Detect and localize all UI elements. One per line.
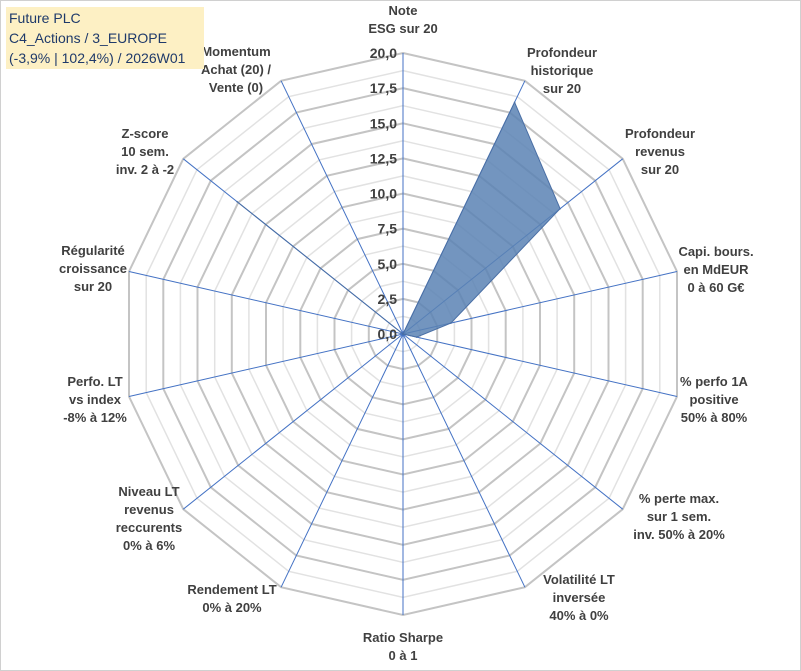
- axis-label-line: sur 20: [74, 279, 112, 294]
- axis-label-line: % perfo 1A: [680, 374, 749, 389]
- tick-label: 15,0: [370, 115, 397, 131]
- axis-label-line: 0% à 20%: [202, 600, 262, 615]
- title-line-3: (-3,9% | 102,4%) / 2026W01: [9, 50, 186, 66]
- title-line-1: Future PLC: [9, 10, 81, 26]
- axis-label-line: revenus: [124, 502, 174, 517]
- axis-label-line: inv. 50% à 20%: [633, 527, 725, 542]
- axis-label-line: Rendement LT: [187, 582, 276, 597]
- axis-label-line: Profondeur: [527, 45, 597, 60]
- axis-label-line: Note: [389, 3, 418, 18]
- axis-label-line: inversée: [553, 590, 606, 605]
- axis-label-line: sur 20: [543, 81, 581, 96]
- axis-label-line: 40% à 0%: [549, 608, 609, 623]
- axis-label-line: positive: [689, 392, 738, 407]
- axis-label-line: croissance: [59, 261, 127, 276]
- tick-label: 5,0: [378, 256, 398, 272]
- data-point-4: [450, 322, 452, 324]
- axis-label-10: Niveau LT revenus reccurents 0% à 6%: [116, 484, 182, 553]
- axis-label-2: Profondeur historique sur 20: [527, 45, 597, 96]
- axis-label-line: reccurents: [116, 520, 182, 535]
- axis-label-line: 0 à 1: [389, 648, 418, 663]
- axis-label-line: Ratio Sharpe: [363, 630, 443, 645]
- axis-spoke: [128, 271, 404, 335]
- tick-label: 10,0: [370, 186, 397, 202]
- title-line-2: C4_Actions / 3_EUROPE: [9, 30, 167, 46]
- axis-label-line: inv. 2 à -2: [116, 162, 174, 177]
- axis-label-line: historique: [531, 63, 594, 78]
- axis-spoke: [402, 333, 526, 588]
- axis-label-line: en MdEUR: [684, 262, 750, 277]
- tick-label: 12,5: [370, 150, 397, 166]
- axis-spoke: [128, 333, 404, 397]
- data-point-13: [236, 200, 238, 203]
- axis-label-8: Ratio Sharpe 0 à 1: [363, 630, 443, 663]
- axis-spoke: [402, 333, 624, 510]
- axis-label-line: Régularité: [61, 243, 125, 258]
- series-area: [236, 101, 561, 338]
- axis-label-4: Capi. bours. en MdEUR 0 à 60 G€: [678, 244, 753, 295]
- axis-label-line: Momentum: [201, 44, 270, 59]
- axis-label-line: -8% à 12%: [63, 410, 127, 425]
- axis-label-line: sur 20: [641, 162, 679, 177]
- chart-title-box: Future PLC C4_Actions / 3_EUROPE (-3,9% …: [6, 7, 204, 69]
- axis-label-line: 0 à 60 G€: [687, 280, 744, 295]
- axis-label-line: Vente (0): [209, 80, 263, 95]
- axis-spoke: [280, 333, 404, 588]
- tick-label: 0,0: [378, 326, 398, 342]
- tick-label: 2,5: [378, 291, 398, 307]
- axis-label-line: % perte max.: [639, 491, 719, 506]
- tick-label: 7,5: [378, 221, 398, 237]
- axis-label-11: Perfo. LT vs index -8% à 12%: [63, 374, 127, 425]
- axis-label-line: Z-score: [122, 126, 169, 141]
- axis-label-line: ESG sur 20: [368, 21, 437, 36]
- axis-label-7: Volatilité LT inversée 40% à 0%: [543, 572, 615, 623]
- axis-label-line: 10 sem.: [121, 144, 169, 159]
- axis-label-line: Volatilité LT: [543, 572, 615, 587]
- axis-label-line: Niveau LT: [118, 484, 179, 499]
- data-point-5: [415, 336, 418, 338]
- axis-label-12: Régularité croissance sur 20: [59, 243, 127, 294]
- axis-spoke: [280, 80, 404, 335]
- axis-label-line: Profondeur: [625, 126, 695, 141]
- axis-label-line: Perfo. LT: [67, 374, 122, 389]
- tick-label: 17,5: [370, 80, 397, 96]
- axis-label-9: Rendement LT 0% à 20%: [187, 582, 276, 615]
- axis-label-1: Note ESG sur 20: [368, 3, 437, 36]
- axis-spoke: [182, 333, 404, 510]
- axis-label-line: revenus: [635, 144, 685, 159]
- axis-label-5: % perfo 1A positive 50% à 80%: [680, 374, 749, 425]
- axis-label-13: Z-score 10 sem. inv. 2 à -2: [116, 126, 174, 177]
- data-point-3: [559, 207, 561, 210]
- axis-label-14: Momentum Achat (20) / Vente (0): [201, 44, 271, 95]
- axis-label-line: Capi. bours.: [678, 244, 753, 259]
- axis-label-line: Achat (20) /: [201, 62, 271, 77]
- axis-label-line: 0% à 6%: [123, 538, 175, 553]
- axis-label-3: Profondeur revenus sur 20: [625, 126, 695, 177]
- axis-label-line: vs index: [69, 392, 122, 407]
- axis-label-line: sur 1 sem.: [647, 509, 711, 524]
- data-point-2: [513, 101, 516, 104]
- tick-label: 20,0: [370, 45, 397, 61]
- data-point-14: [402, 333, 404, 335]
- axis-spoke: [402, 333, 678, 397]
- axis-label-6: % perte max. sur 1 sem. inv. 50% à 20%: [633, 491, 725, 542]
- axis-label-line: 50% à 80%: [681, 410, 748, 425]
